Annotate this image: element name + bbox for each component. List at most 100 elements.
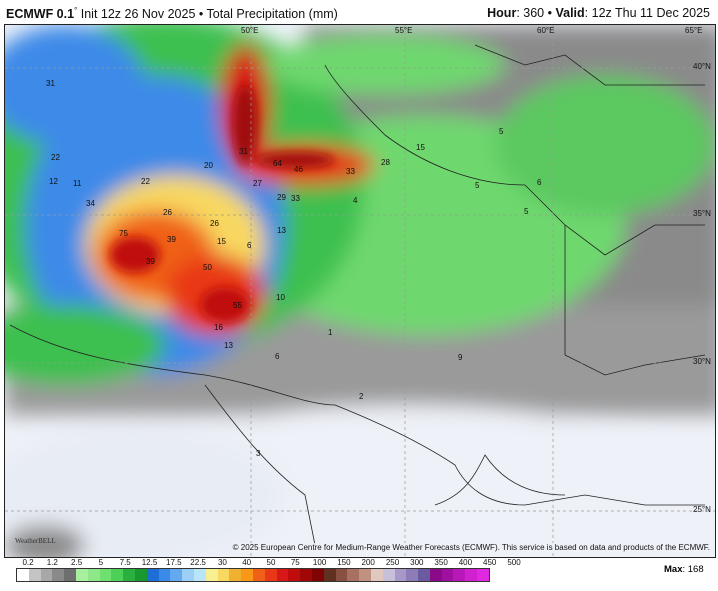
- precip-value-label: 26: [210, 219, 219, 228]
- colorbar-swatch: [229, 569, 242, 581]
- legend-tick-label: 100: [312, 558, 327, 567]
- valid-value: 12z Thu 11 Dec 2025: [591, 6, 710, 20]
- precip-value-label: 31: [239, 147, 248, 156]
- precip-value-label: 28: [381, 158, 390, 167]
- precip-value-label: 50: [203, 263, 212, 272]
- precip-value-label: 55: [233, 301, 242, 310]
- colorbar-swatch: [252, 569, 265, 581]
- lon-label: 65°E: [685, 26, 703, 35]
- lat-label: 25°N: [693, 505, 711, 514]
- legend-tick-label: 250: [385, 558, 400, 567]
- init-time: Init 12z 26 Nov 2025: [80, 7, 196, 22]
- colorbar-swatch: [241, 569, 253, 581]
- colorbar-swatch: [99, 569, 112, 581]
- colorbar-swatch: [170, 569, 183, 581]
- product-name: Total Precipitation (mm): [206, 7, 338, 22]
- colorbar-swatch: [134, 569, 147, 581]
- precip-value-label: 33: [291, 194, 300, 203]
- lat-label: 30°N: [693, 357, 711, 366]
- precipitation-map[interactable]: 50°E 55°E 60°E 65°E 40°N 35°N 30°N 25°N …: [4, 24, 716, 558]
- precip-value-label: 5: [524, 207, 529, 216]
- legend-tick-label: 40: [242, 558, 252, 567]
- precip-value-label: 13: [277, 226, 286, 235]
- colorbar-swatch: [52, 569, 65, 581]
- precip-value-label: 22: [141, 177, 150, 186]
- legend-tick-label: 350: [434, 558, 448, 567]
- legend-tick-label: 75: [290, 558, 300, 567]
- separator: •: [198, 7, 204, 22]
- colorbar-swatch: [429, 569, 442, 581]
- colorbar-swatch: [123, 569, 135, 581]
- colorbar-swatch: [17, 569, 29, 581]
- colorbar-swatch: [158, 569, 171, 581]
- colorbar-swatch: [453, 569, 466, 581]
- precip-value-label: 33: [346, 167, 355, 176]
- colorbar-swatch: [111, 569, 124, 581]
- precip-value-label: 6: [247, 241, 252, 250]
- precip-value-label: 31: [46, 79, 55, 88]
- colorbar-swatch: [64, 569, 76, 581]
- precip-value-label: 5: [475, 181, 480, 190]
- title: ECMWF 0.1° Init 12z 26 Nov 2025 • Total …: [6, 6, 338, 21]
- max-value: Max: 168: [664, 564, 704, 575]
- colorbar-swatch: [347, 569, 360, 581]
- colorbar-swatch: [300, 569, 312, 581]
- precip-value-label: 27: [253, 179, 262, 188]
- separator: •: [547, 6, 552, 20]
- legend-tick-label: 400: [458, 558, 473, 567]
- legend-tick-label: 1.2: [46, 558, 58, 567]
- precip-value-label: 39: [146, 257, 155, 266]
- legend-tick-label: 7.5: [119, 558, 131, 567]
- precip-value-label: 16: [214, 323, 223, 332]
- colorbar: [16, 568, 490, 582]
- colorbar-swatch: [87, 569, 100, 581]
- legend-tick-label: 22.5: [190, 558, 206, 567]
- precip-value-label: 2: [359, 392, 364, 401]
- precip-value-label: 39: [167, 235, 176, 244]
- precip-value-label: 34: [86, 199, 95, 208]
- colorbar-swatch: [217, 569, 230, 581]
- weatherbell-logo: WeatherBELL: [15, 537, 56, 545]
- precip-value-label: 46: [294, 165, 303, 174]
- legend-tick-label: 150: [337, 558, 351, 567]
- legend-tick-label: 50: [266, 558, 276, 567]
- valid-label: Valid: [555, 6, 585, 20]
- precip-value-label: 6: [275, 352, 280, 361]
- legend-tick-label: 5: [98, 558, 104, 567]
- model-name: ECMWF 0.1: [6, 7, 75, 22]
- lat-label: 40°N: [693, 62, 711, 71]
- legend-tick-label: 500: [507, 558, 521, 567]
- colorbar-swatch: [323, 569, 336, 581]
- max-number: 168: [687, 564, 704, 575]
- precip-value-label: 5: [499, 127, 504, 136]
- legend-tick-label: 200: [361, 558, 375, 567]
- hour-label: Hour: [487, 6, 517, 20]
- legend-tick-label: 450: [483, 558, 497, 567]
- lon-label: 60°E: [537, 26, 555, 35]
- colorbar-swatch: [182, 569, 194, 581]
- precip-field: [5, 25, 715, 557]
- colorbar-swatch: [288, 569, 301, 581]
- lon-label: 50°E: [241, 26, 259, 35]
- colorbar-swatch: [370, 569, 383, 581]
- colorbar-swatch: [276, 569, 289, 581]
- colorbar-swatch: [418, 569, 430, 581]
- precip-value-label: 15: [217, 237, 226, 246]
- colorbar-swatch: [465, 569, 478, 581]
- colorbar-swatch: [28, 569, 41, 581]
- hour-value: 360: [523, 6, 545, 20]
- precip-value-label: 11: [73, 179, 82, 188]
- precip-value-label: 75: [119, 229, 128, 238]
- legend-tick-label: 300: [410, 558, 424, 567]
- legend-tick-label: 17.5: [166, 558, 182, 567]
- precip-value-label: 1: [328, 328, 333, 337]
- colorbar-swatch: [40, 569, 53, 581]
- precip-value-label: 20: [204, 161, 213, 170]
- colorbar-swatch: [193, 569, 206, 581]
- precip-value-label: 13: [224, 341, 233, 350]
- colorbar-swatch: [477, 569, 489, 581]
- legend-tick-label: 12.5: [141, 558, 158, 567]
- max-label: Max: [664, 564, 683, 575]
- degree-sign: °: [74, 6, 78, 15]
- valid-time-header: Hour: 360 • Valid: 12z Thu 11 Dec 2025: [487, 6, 710, 20]
